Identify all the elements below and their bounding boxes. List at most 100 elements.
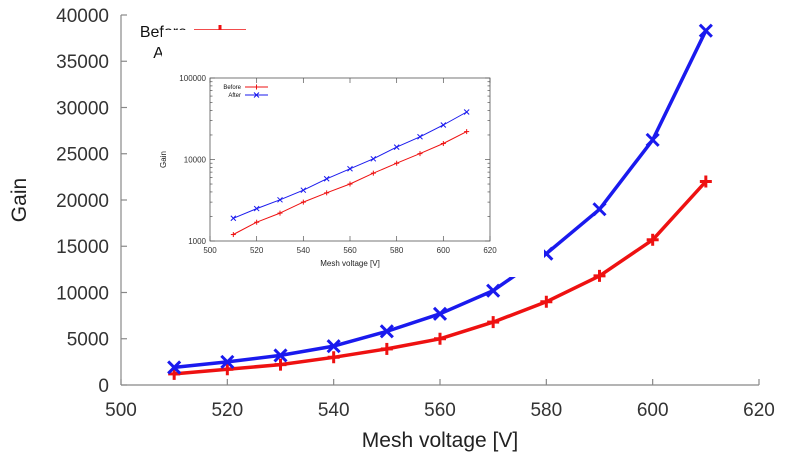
- inset-chart-series-after-point-d2: [393, 144, 400, 150]
- main-chart-x-tick-label: 540: [318, 400, 350, 421]
- main-chart-series-before-point: [327, 351, 340, 364]
- main-chart-series-after-point-d2: [220, 354, 235, 369]
- inset-chart-legend-after-marker-sample: [253, 92, 260, 98]
- inset-chart-series-after-point: [253, 205, 260, 212]
- main-chart-series-before-point: [221, 363, 234, 376]
- inset-chart-series-before-point: [440, 141, 446, 147]
- inset-chart-group: 500 520 540 560 580 600 620 1000 10000 100000 Mesh…: [159, 30, 544, 277]
- inset-chart-series-after-point: [277, 196, 283, 203]
- inset-chart-series-after-point-d2: [230, 215, 237, 222]
- main-chart-series-after-point: [592, 202, 607, 217]
- inset-chart-x-tick-label: 600: [437, 246, 451, 255]
- inset-chart-x-tick-label: 500: [203, 246, 217, 255]
- inset-chart-y-tick-label: 1000: [188, 237, 206, 246]
- main-chart-y-tick-label: 25000: [56, 145, 109, 166]
- inset-chart-y-axis-title: Gain: [159, 151, 168, 168]
- inset-chart-x-axis-title: Mesh voltage [V]: [320, 259, 380, 268]
- inset-chart-series-after-point: [440, 122, 447, 128]
- inset-chart-series-before-point: [347, 181, 353, 187]
- main-chart-x-axis-title: Mesh voltage [V]: [362, 429, 518, 452]
- main-chart-x-tick-label: 520: [211, 400, 243, 421]
- main-chart-x-tick-label: 580: [530, 400, 562, 421]
- main-chart-y-tick-label: 40000: [56, 6, 109, 27]
- inset-chart-y-tick-label: 10000: [184, 155, 207, 164]
- main-chart-y-tick-label: 35000: [56, 52, 109, 73]
- main-chart-series-after-point: [273, 348, 288, 363]
- main-chart-y-tick-label: 20000: [56, 191, 109, 212]
- inset-chart-series-after-point: [393, 144, 400, 150]
- main-chart-series-after-point: [326, 339, 341, 354]
- inset-chart-series-before-point: [230, 232, 236, 238]
- main-chart-series-after-point: [645, 132, 660, 147]
- main-chart-series-before-point: [593, 269, 606, 282]
- inset-chart-series-after-point: [463, 109, 470, 115]
- main-chart-series-before-point: [487, 316, 500, 329]
- main-chart-x-tick-label: 620: [743, 400, 775, 421]
- inset-chart-series-after-point-d2: [347, 165, 353, 172]
- main-chart-series-after-point-d2: [698, 23, 713, 38]
- main-chart-series-after-point-d2: [486, 283, 501, 298]
- inset-chart-series-after-point: [230, 215, 237, 222]
- inset-chart-series-before-point: [370, 170, 376, 176]
- inset-chart-series-after-point: [370, 155, 377, 162]
- main-chart-series-after-point: [486, 283, 501, 298]
- inset-chart-x-tick-label: 580: [390, 246, 404, 255]
- main-chart-group: 500 520 540 560 580 600 620 0 5000 10000 15000 2000…: [8, 6, 775, 452]
- inset-chart-x-tick-label: 620: [483, 246, 497, 255]
- inset-chart-series-before-point: [277, 210, 283, 216]
- main-chart-series-after-point-d2: [167, 360, 182, 375]
- main-chart-series-before-point: [540, 295, 553, 308]
- main-chart-series-after-point-d2: [326, 339, 341, 354]
- inset-chart-series-after-point: [323, 175, 330, 182]
- main-chart-y-tick-label: 5000: [67, 330, 109, 351]
- inset-chart-series-after-point: [347, 165, 353, 172]
- main-chart-series-after-point: [698, 23, 713, 38]
- inset-chart-x-tick-label: 540: [297, 246, 311, 255]
- inset-chart-series-after-point: [300, 187, 307, 194]
- main-chart-series-before-point: [380, 342, 393, 355]
- main-chart-y-tick-label: 15000: [56, 237, 109, 258]
- inset-chart-legend-before-label: Before: [223, 85, 241, 91]
- inset-chart-series-after-point: [417, 133, 423, 140]
- inset-chart-background: [162, 30, 544, 277]
- main-chart-series-before-point: [646, 233, 659, 246]
- inset-chart-x-tick-label: 520: [250, 246, 264, 255]
- inset-chart-series-after-point-d2: [277, 196, 283, 203]
- inset-chart-series-after-point-d2: [300, 187, 307, 194]
- main-chart-series-before-point: [274, 358, 287, 371]
- main-chart-series-after-point-d2: [592, 202, 607, 217]
- main-chart-y-tick-label: 0: [98, 376, 109, 397]
- main-chart-series-after-point-d2: [432, 306, 448, 321]
- main-chart-series-after-point-d2: [273, 348, 288, 363]
- main-chart-series-after-point: [167, 360, 182, 375]
- main-chart-series-after-point: [432, 306, 448, 321]
- main-chart-series-before-point: [168, 367, 181, 380]
- inset-chart-legend-after-marker-sample-d2: [253, 92, 260, 98]
- inset-chart-series-before-point: [394, 160, 400, 166]
- inset-chart-series-before-point: [464, 129, 470, 135]
- main-chart-y-tick-label: 30000: [56, 98, 109, 119]
- inset-chart-series-after-point-d2: [440, 122, 447, 128]
- inset-chart-series-before-point: [417, 151, 423, 157]
- inset-chart-y-tick-label: 100000: [179, 74, 206, 83]
- main-chart-y-tick-label: 10000: [56, 283, 109, 304]
- inset-chart-series-after-point-d2: [417, 133, 423, 140]
- inset-chart-x-tick-label: 560: [343, 246, 357, 255]
- inset-chart-series-before-point: [254, 219, 260, 225]
- inset-chart-legend-after-label: After: [228, 93, 241, 99]
- inset-chart-series-after-point-d2: [370, 155, 377, 162]
- inset-chart-legend-before-marker-sample: [254, 84, 259, 90]
- main-chart-y-axis-title: Gain: [8, 178, 31, 222]
- main-chart-series-before-point: [434, 332, 446, 345]
- main-chart-x-tick-label: 560: [424, 400, 456, 421]
- main-chart-x-tick-label: 600: [637, 400, 669, 421]
- main-chart-series-after-point-d2: [379, 324, 394, 339]
- inset-chart-series-after-point-d2: [323, 175, 330, 182]
- main-chart-x-tick-label: 500: [105, 400, 137, 421]
- main-chart-series-before-point: [699, 175, 712, 188]
- main-chart-series-after-point: [220, 354, 235, 369]
- inset-chart-series-before-point: [324, 190, 330, 196]
- main-chart-series-after-point-d2: [645, 132, 660, 147]
- inset-chart-series-before-point: [300, 199, 306, 205]
